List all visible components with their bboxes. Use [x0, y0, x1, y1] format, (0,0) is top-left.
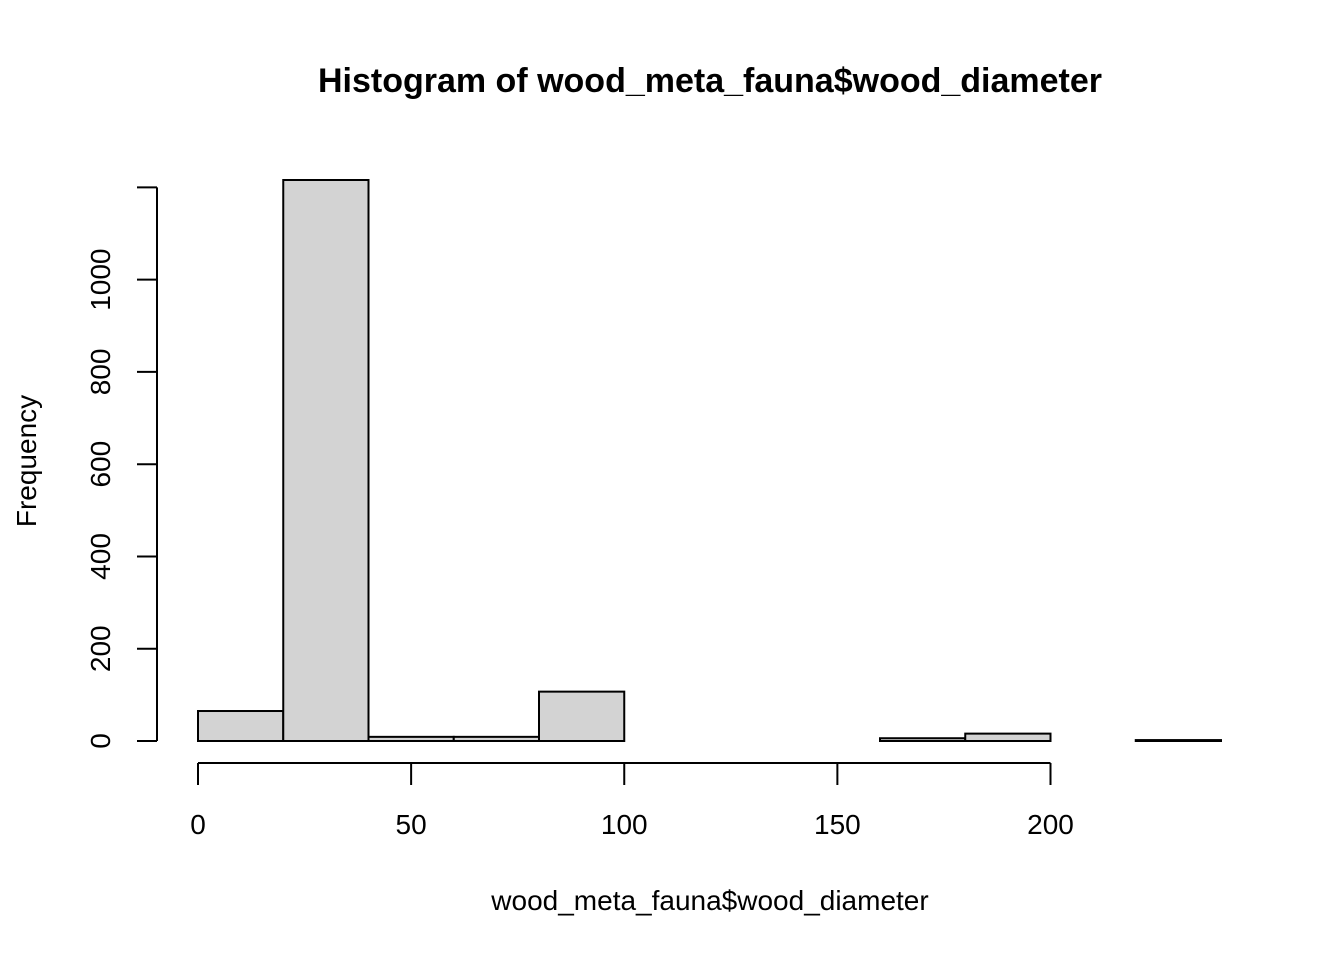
histogram-bar-4: [538, 690, 626, 742]
bars-group: [197, 179, 1222, 743]
y-tick-label-2: 400: [85, 533, 116, 580]
y-tick-label-5: 1000: [85, 249, 116, 311]
x-tick-label-1: 50: [396, 809, 427, 840]
y-axis-label: Frequency: [11, 395, 42, 527]
y-tick-label-0: 0: [85, 733, 116, 749]
y-axis: 0 200 400 600 800 1000: [85, 186, 158, 749]
x-tick-label-3: 150: [814, 809, 861, 840]
histogram-bar-9: [964, 732, 1052, 742]
histogram-bar-3: [452, 735, 540, 742]
x-tick-label-0: 0: [190, 809, 206, 840]
histogram-bar-0: [197, 710, 285, 742]
y-tick-label-3: 600: [85, 441, 116, 488]
y-tick-label-1: 200: [85, 625, 116, 672]
y-tick-label-4: 800: [85, 349, 116, 396]
histogram-bar-2: [367, 735, 455, 742]
histogram-bar-1: [282, 179, 370, 742]
x-axis: 0 50 100 150 200: [190, 762, 1074, 840]
x-tick-label-2: 100: [601, 809, 648, 840]
histogram-bar-8: [879, 737, 967, 743]
histogram-bar-11: [1134, 739, 1222, 743]
chart-title: Histogram of wood_meta_fauna$wood_diamet…: [318, 62, 1102, 100]
x-axis-label: wood_meta_fauna$wood_diameter: [490, 885, 928, 916]
x-tick-label-4: 200: [1027, 809, 1074, 840]
